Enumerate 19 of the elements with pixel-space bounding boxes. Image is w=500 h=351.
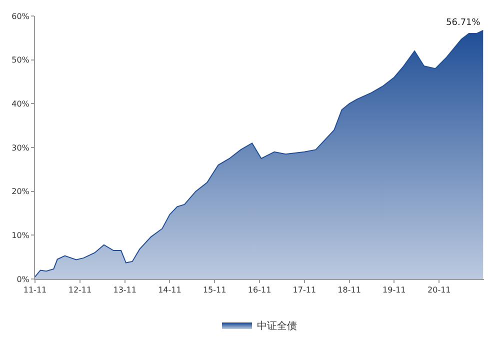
x-tick-label: 16-11 [248, 286, 272, 295]
annotation: 56.71% [446, 18, 481, 28]
x-tick-label: 14-11 [158, 286, 182, 295]
y-tick-label: 40% [12, 99, 30, 108]
x-tick-label: 11-11 [23, 286, 47, 295]
y-tick-label: 10% [12, 230, 30, 240]
x-tick-label: 13-11 [113, 286, 136, 295]
y-tick-label: 0% [16, 274, 30, 284]
y-tick-label: 20% [12, 187, 30, 196]
x-tick-label: 18-11 [338, 286, 361, 295]
legend-label: 中证全债 [257, 320, 297, 332]
y-tick-label: 50% [12, 56, 30, 65]
x-tick-label: 20-11 [428, 286, 451, 295]
x-tick-label: 19-11 [382, 286, 406, 295]
x-tick-label: 12-11 [68, 286, 92, 295]
x-tick-label: 15-11 [202, 286, 226, 295]
x-tick-label: 17-11 [292, 286, 316, 295]
y-tick-label: 60% [12, 12, 30, 21]
y-tick-label: 30% [12, 143, 30, 152]
